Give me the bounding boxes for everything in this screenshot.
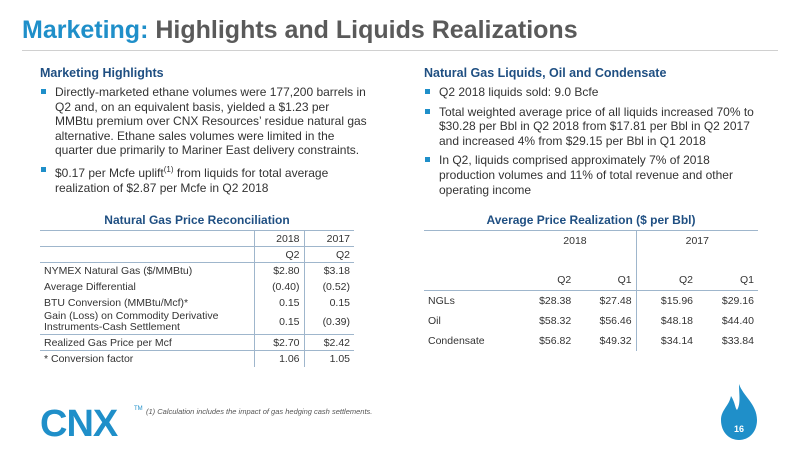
page-title: Marketing: Highlights and Liquids Realiz…: [22, 16, 578, 45]
cell-value: $56.82: [539, 334, 572, 347]
table-row: NGLs $28.38 $27.48 $15.96 $29.16: [424, 290, 758, 311]
row-label: NYMEX Natural Gas ($/MMBtu): [40, 262, 254, 279]
page-title-rest: Highlights and Liquids Realizations: [155, 16, 578, 44]
list-item: Directly-marketed ethane volumes were 17…: [40, 85, 370, 158]
gas-price-reconciliation-table: 2018 2017 Q2 Q2 NYMEX Natural Gas ($/MMB…: [40, 230, 354, 367]
year-header: 2017: [635, 230, 758, 251]
bullet-square-icon: [425, 157, 430, 163]
row-label: Condensate: [428, 334, 485, 347]
footnote: (1) Calculation includes the impact of g…: [146, 407, 373, 416]
cell-value: $2.80: [253, 262, 304, 279]
table-row: Condensate $56.82 $49.32 $34.14 $33.84: [424, 330, 758, 351]
cell-value: 0.15: [253, 310, 304, 335]
bullet-text-cont: from liquids for total average realizati…: [55, 165, 329, 195]
cell-value: $33.84: [721, 334, 754, 347]
table-row: Average Differential (0.40) (0.52): [40, 278, 354, 295]
cell-value: $48.18: [635, 310, 698, 331]
cell-value: $3.18: [303, 262, 354, 279]
table-row: NYMEX Natural Gas ($/MMBtu) $2.80 $3.18: [40, 262, 354, 279]
year-header: 2018: [253, 230, 304, 247]
table-row: BTU Conversion (MMBtu/Mcf)* 0.15 0.15: [40, 294, 354, 311]
cell-value: (0.52): [303, 278, 354, 295]
row-label: Average Differential: [44, 280, 136, 293]
cnx-logo: CNX: [40, 403, 118, 445]
bullet-text: Q2 2018 liquids sold: 9.0 Bcfe: [439, 85, 599, 99]
cell-value: 1.05: [303, 350, 354, 367]
table-row: * Conversion factor 1.06 1.05: [40, 350, 354, 367]
cell-value: 1.06: [253, 350, 304, 367]
cell-value: $49.32: [599, 334, 632, 347]
table-row: Realized Gas Price per Mcf $2.70 $2.42: [40, 334, 354, 351]
flame-icon: [721, 384, 757, 440]
quarter-header: Q2: [253, 246, 304, 263]
cell-value: (0.40): [253, 278, 304, 295]
table-header-row: 2018 2017: [424, 230, 758, 251]
footnote-ref: (1): [163, 164, 174, 174]
list-item: In Q2, liquids comprised approximately 7…: [424, 153, 764, 197]
bullet-text: In Q2, liquids comprised approximately 7…: [439, 153, 733, 197]
bullet-square-icon: [41, 89, 46, 94]
row-label: * Conversion factor: [40, 350, 254, 367]
row-label: Realized Gas Price per Mcf: [40, 334, 254, 351]
title-divider: [22, 50, 778, 51]
cell-value: $15.96: [635, 290, 698, 311]
bullet-square-icon: [41, 166, 46, 172]
cell-value: 0.15: [253, 294, 304, 311]
cell-value: $58.32: [539, 314, 572, 327]
bullet-square-icon: [425, 108, 430, 114]
logo-trademark: TM: [134, 406, 143, 412]
page-title-accent: Marketing:: [22, 16, 149, 44]
year-header: 2018: [514, 230, 637, 251]
bullet-text: $0.17 per Mcfe uplift: [55, 165, 164, 180]
price-realization-table-title: Average Price Realization ($ per Bbl): [486, 213, 696, 227]
bullet-text: Total weighted average price of all liqu…: [439, 104, 754, 148]
list-item: Q2 2018 liquids sold: 9.0 Bcfe: [424, 85, 764, 100]
quarter-header: Q2: [557, 274, 572, 287]
row-label: Gain (Loss) on Commodity Derivative Inst…: [44, 310, 219, 334]
table-header-row: 2018 2017: [40, 230, 354, 247]
table-row: Oil $58.32 $56.46 $48.18 $44.40: [424, 310, 758, 331]
cell-value: $56.46: [599, 314, 632, 327]
row-label: BTU Conversion (MMBtu/Mcf)*: [44, 296, 189, 309]
bullet-text: Directly-marketed ethane volumes were 17…: [55, 85, 367, 158]
quarter-header: Q2: [635, 270, 698, 291]
list-item: $0.17 per Mcfe uplift(1) from liquids fo…: [40, 163, 370, 195]
year-header: 2017: [303, 230, 354, 247]
quarter-header: Q1: [617, 274, 632, 287]
marketing-highlights-heading: Marketing Highlights: [40, 66, 164, 80]
cell-value: $2.42: [303, 334, 354, 351]
spacer-row: [424, 250, 758, 271]
cell-value: 0.15: [303, 294, 354, 311]
cell-value: $34.14: [635, 330, 698, 351]
liquids-list: Q2 2018 liquids sold: 9.0 Bcfe Total wei…: [424, 85, 764, 202]
list-item: Total weighted average price of all liqu…: [424, 105, 764, 149]
quarter-header: Q1: [739, 274, 754, 287]
quarter-header: Q2: [303, 246, 354, 263]
table-header-row: Q2 Q2: [40, 246, 354, 263]
cell-value: $44.40: [721, 314, 754, 327]
table-row: Gain (Loss) on Commodity Derivative Inst…: [40, 310, 354, 335]
cell-value: $28.38: [514, 290, 576, 311]
table-header-row: Q2 Q1 Q2 Q1: [424, 270, 758, 291]
bullet-square-icon: [425, 89, 430, 94]
page-number: 16: [733, 424, 744, 434]
gas-price-table-title: Natural Gas Price Reconciliation: [104, 213, 290, 227]
marketing-highlights-list: Directly-marketed ethane volumes were 17…: [40, 85, 370, 200]
row-label: Oil: [428, 314, 441, 327]
cell-value: (0.39): [303, 310, 354, 335]
cell-value: $27.48: [575, 290, 637, 311]
liquids-heading: Natural Gas Liquids, Oil and Condensate: [424, 66, 667, 80]
row-label: NGLs: [424, 290, 515, 311]
cell-value: $2.70: [253, 334, 304, 351]
cell-value: $29.16: [697, 290, 758, 311]
price-realization-table: 2018 2017 Q2 Q1 Q2 Q1 NGLs $28.38 $27.48…: [424, 230, 758, 351]
